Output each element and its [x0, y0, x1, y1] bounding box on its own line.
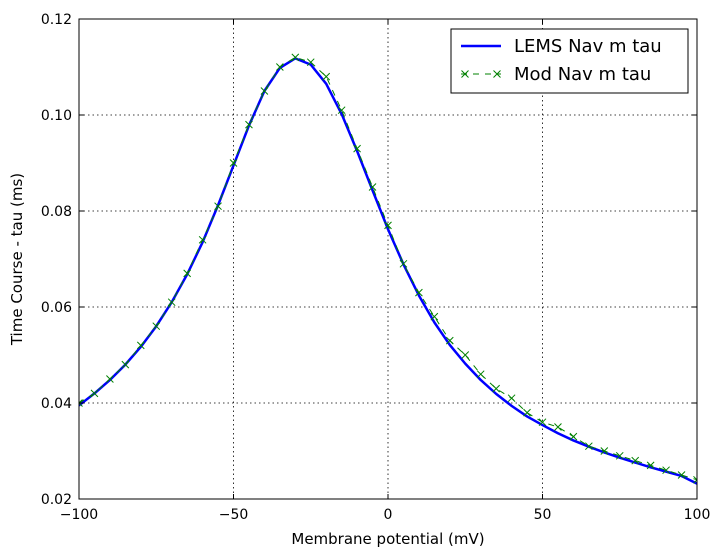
data-point-x-marker	[306, 58, 315, 67]
data-point-x-marker	[322, 72, 331, 81]
data-point-x-marker	[476, 370, 485, 379]
y-tick-label: 0.06	[41, 300, 72, 316]
data-point-x-marker	[152, 322, 161, 331]
legend: LEMS Nav m tau Mod Nav m tau	[450, 28, 689, 94]
data-point-x-marker	[584, 442, 593, 451]
y-axis-label: Time Course - tau (ms)	[8, 173, 26, 346]
data-point-x-marker	[245, 120, 253, 129]
data-point-x-marker	[507, 394, 516, 403]
data-point-x-marker	[461, 351, 470, 359]
legend-swatch-marker	[461, 70, 469, 78]
legend-label: LEMS Nav m tau	[514, 36, 662, 57]
data-point-x-marker	[554, 423, 562, 431]
data-point-x-marker	[384, 221, 392, 230]
data-point-x-marker	[337, 106, 346, 115]
data-point-x-marker	[229, 159, 238, 167]
x-axis-label: Membrane potential (mV)	[291, 530, 484, 548]
data-point-x-marker	[492, 384, 501, 393]
y-tick-label: 0.08	[41, 204, 72, 220]
y-tick-label: 0.12	[41, 12, 72, 28]
y-tick-label: 0.04	[41, 396, 72, 412]
data-point-x-marker	[368, 183, 377, 191]
data-point-x-marker	[214, 202, 222, 211]
data-point-x-marker	[631, 456, 640, 465]
legend-entry: LEMS Nav m tau	[461, 36, 662, 57]
data-point-x-marker	[291, 53, 300, 62]
legend-box	[450, 28, 689, 94]
x-tick-label: 50	[534, 507, 552, 523]
ticks	[78, 18, 698, 500]
legend-entries: LEMS Nav m tau Mod Nav m tau	[461, 36, 662, 85]
data-point-x-marker	[693, 475, 697, 484]
data-point-x-marker	[415, 288, 423, 297]
y-tick-label: 0.02	[41, 492, 72, 508]
data-point-x-marker	[260, 87, 269, 95]
legend-swatch-marker	[493, 70, 501, 78]
data-point-x-marker	[677, 471, 686, 479]
data-point-x-marker	[569, 432, 578, 441]
data-point-x-marker	[198, 235, 207, 244]
data-point-x-marker	[662, 466, 670, 475]
x-tick-label: −50	[219, 507, 249, 523]
data-point-x-marker	[538, 418, 547, 427]
data-point-x-marker	[121, 360, 130, 369]
x-tick-label: 100	[684, 507, 711, 523]
tick-labels: −100 −50 0 50 100 0.02 0.04 0.06 0.08 0.10 0.12	[41, 12, 711, 523]
x-tick-label: −100	[60, 507, 98, 523]
data-point-x-marker	[167, 298, 176, 307]
data-point-x-marker	[136, 341, 145, 350]
data-point-x-marker	[430, 312, 439, 321]
data-point-x-marker	[353, 144, 361, 153]
data-point-x-marker	[79, 399, 83, 407]
data-point-x-marker	[646, 461, 655, 470]
data-point-x-marker	[445, 336, 454, 345]
x-tick-label: 0	[384, 507, 393, 523]
data-point-x-marker	[523, 408, 531, 417]
data-point-x-marker	[275, 63, 284, 71]
data-point-x-marker	[106, 375, 114, 383]
legend-entry: Mod Nav m tau	[461, 64, 651, 85]
y-tick-label: 0.10	[41, 108, 72, 124]
series-layer	[79, 53, 697, 485]
data-point-x-marker	[90, 389, 99, 398]
series-2	[79, 53, 697, 484]
data-point-x-marker	[600, 447, 609, 455]
data-point-x-marker	[615, 451, 624, 460]
data-point-x-marker	[183, 269, 192, 278]
legend-label: Mod Nav m tau	[514, 64, 651, 85]
data-point-x-marker	[399, 259, 408, 268]
